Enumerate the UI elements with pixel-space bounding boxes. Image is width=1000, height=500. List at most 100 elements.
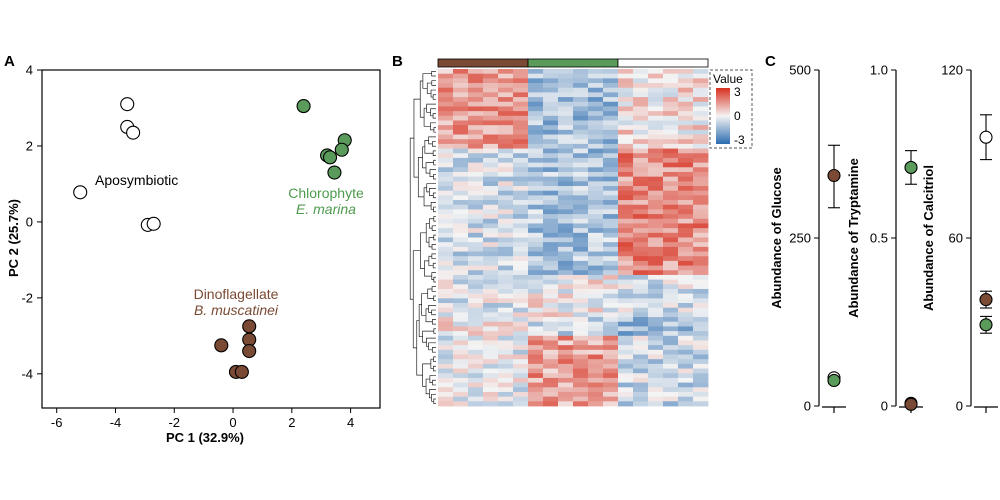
heatmap-cell — [528, 265, 544, 271]
heatmap-cell — [633, 232, 649, 238]
abundance-point-aposymbiotic — [979, 130, 993, 144]
heatmap-cell — [633, 326, 649, 332]
pca-point-chlorophyte — [334, 142, 349, 157]
heatmap-cell — [528, 120, 544, 126]
heatmap-cell — [528, 148, 544, 154]
heatmap-cell — [453, 377, 469, 383]
heatmap-cell — [663, 171, 679, 178]
heatmap-cell — [453, 326, 469, 332]
heatmap-cell — [558, 349, 574, 355]
heatmap-cell — [633, 307, 649, 313]
heatmap-cell — [573, 349, 589, 355]
heatmap-cell — [588, 157, 604, 164]
heatmap-cell — [678, 73, 694, 79]
heatmap-cell — [453, 391, 469, 398]
heatmap-cell — [438, 214, 454, 220]
heatmap-cell — [588, 190, 604, 196]
heatmap-cell — [573, 251, 589, 257]
heatmap-cell — [678, 115, 694, 121]
heatmap-cell — [558, 195, 574, 201]
heatmap-cell — [573, 307, 589, 313]
heatmap-cell — [513, 186, 529, 192]
heatmap-cell — [618, 288, 634, 295]
heatmap-cell — [468, 387, 484, 393]
heatmap-cell — [603, 396, 619, 402]
heatmap-cell — [573, 214, 589, 220]
heatmap-cell — [603, 214, 619, 220]
heatmap-cell — [513, 317, 529, 323]
heatmap-cell — [648, 401, 664, 407]
heatmap-cell — [498, 284, 514, 290]
heatmap-cell — [603, 345, 619, 351]
heatmap-cell — [693, 232, 709, 238]
heatmap-cell — [483, 373, 499, 379]
heatmap-cell — [618, 209, 634, 215]
heatmap-cell — [633, 218, 649, 224]
heatmap-cell — [453, 157, 469, 164]
pca-point-dinoflagellate — [234, 364, 249, 379]
heatmap-cell — [513, 237, 529, 243]
heatmap-cell — [618, 270, 634, 276]
heatmap-cell — [468, 298, 484, 304]
heatmap-cell — [543, 143, 559, 149]
heatmap-cell — [543, 284, 559, 290]
heatmap-cell — [528, 167, 544, 173]
heatmap-cell — [648, 176, 664, 182]
heatmap-cell — [438, 143, 454, 149]
heatmap-cell — [453, 228, 469, 234]
heatmap-cell — [453, 120, 469, 126]
heatmap-cell — [603, 101, 619, 107]
heatmap-cell — [693, 162, 709, 168]
heatmap-cell — [663, 312, 679, 318]
heatmap-cell — [438, 87, 454, 93]
heatmap-cell — [618, 326, 634, 332]
heatmap-cell — [603, 401, 619, 407]
pca-x-axis-title: PC 1 (32.9%) — [166, 430, 244, 445]
heatmap-cell — [663, 256, 679, 262]
heatmap-cell — [513, 139, 529, 145]
heatmap-cell — [618, 251, 634, 257]
heatmap-cell — [438, 228, 454, 234]
heatmap-cell — [693, 176, 709, 182]
heatmap-cell — [693, 171, 709, 178]
heatmap-cell — [603, 265, 619, 271]
heatmap-cell — [603, 317, 619, 323]
heatmap-cell — [693, 129, 709, 135]
heatmap-cell — [543, 373, 559, 379]
heatmap-cell — [648, 209, 664, 215]
heatmap-cell — [543, 139, 559, 145]
heatmap-cell — [603, 284, 619, 290]
dendrogram-branch — [431, 244, 436, 250]
heatmap-cell — [468, 204, 484, 210]
heatmap-cell — [528, 115, 544, 121]
heatmap-cell — [438, 265, 454, 271]
heatmap-cell — [678, 382, 694, 388]
heatmap-cell — [693, 293, 709, 299]
heatmap-cell — [603, 83, 619, 89]
heatmap-cell — [663, 129, 679, 135]
heatmap-cell — [453, 307, 469, 313]
heatmap-cell — [573, 326, 589, 332]
heatmap-cell — [648, 237, 664, 243]
heatmap-cell — [588, 298, 604, 304]
heatmap-cell — [483, 139, 499, 145]
dendrogram-branch — [433, 216, 436, 222]
heatmap-cell — [603, 223, 619, 229]
heatmap-cell — [678, 396, 694, 402]
heatmap-cell — [678, 377, 694, 383]
heatmap-cell — [498, 129, 514, 135]
heatmap-cell — [558, 87, 574, 93]
heatmap-cell — [558, 260, 574, 266]
heatmap-cell — [663, 279, 679, 285]
heatmap-cell — [603, 162, 619, 168]
aposymbiotic-label: Aposymbiotic — [95, 172, 178, 188]
heatmap-row-dendrogram — [409, 70, 436, 405]
heatmap-cell — [498, 143, 514, 149]
heatmap-cell — [498, 391, 514, 398]
heatmap-cell — [603, 237, 619, 243]
heatmap-cell — [438, 92, 454, 98]
dendrogram-branch — [432, 94, 436, 100]
heatmap-cell — [663, 321, 679, 327]
heatmap-cell — [573, 288, 589, 295]
heatmap-cell — [648, 387, 664, 393]
